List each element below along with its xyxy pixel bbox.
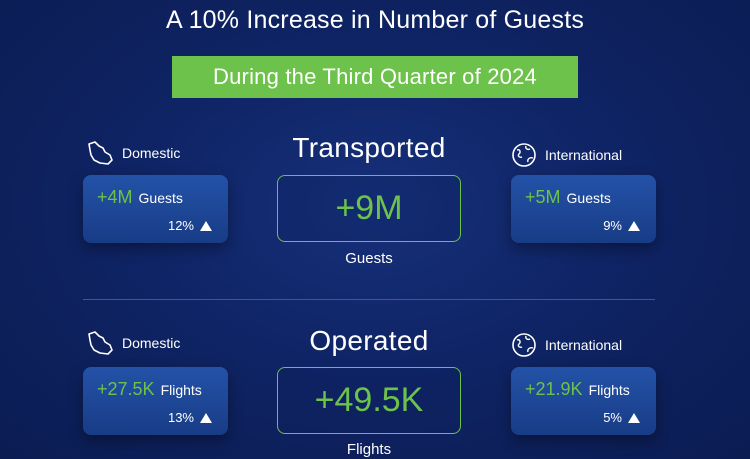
change-percent: 5% [603,410,622,425]
subtitle-banner: During the Third Quarter of 2024 [172,56,578,98]
saudi-map-icon [88,331,113,355]
saudi-map-icon [88,141,113,165]
card-unit: Guests [138,190,183,206]
change-percent: 9% [603,218,622,233]
triangle-up-icon [628,220,640,231]
card-value: +27.5K [97,379,155,399]
subtitle: During the Third Quarter of 2024 [213,64,537,89]
page-title: A 10% Increase in Number of Guests [165,6,585,34]
total-value: +49.5K [314,381,424,419]
globe-icon [512,143,536,167]
international-guests-card: +5M Guests 9% [511,175,656,243]
card-value: +21.9K [525,379,583,399]
triangle-up-icon [628,412,640,423]
card-unit: Guests [566,190,611,206]
international-category: International [511,142,622,168]
change-percent: 12% [167,218,194,233]
international-category: International [511,332,622,358]
total-guests-card: +9M [277,175,461,242]
change-percent: 13% [167,410,194,425]
triangle-up-icon [200,412,212,423]
international-label: International [545,147,623,163]
section-divider [83,299,655,300]
domestic-label: Domestic [122,335,181,351]
transported-title: Transported [292,132,446,163]
total-guests-label: Guests [345,250,393,267]
domestic-category: Domestic [86,330,180,356]
domestic-flights-card: +27.5K Flights 13% [83,367,228,435]
operated-title: Operated [309,325,429,356]
card-unit: Flights [160,382,202,398]
domestic-label: Domestic [122,145,181,161]
domestic-guests-card: +4M Guests 12% [83,175,228,243]
card-unit: Flights [588,382,630,398]
globe-icon [512,333,536,357]
card-value: +4M [97,187,133,207]
international-label: International [545,337,623,353]
card-value: +5M [525,187,561,207]
total-flights-label: Flights [346,441,392,458]
triangle-up-icon [200,220,212,231]
international-flights-card: +21.9K Flights 5% [511,367,656,435]
domestic-category: Domestic [86,140,180,166]
total-value: +9M [335,189,403,227]
total-flights-card: +49.5K [277,367,461,434]
